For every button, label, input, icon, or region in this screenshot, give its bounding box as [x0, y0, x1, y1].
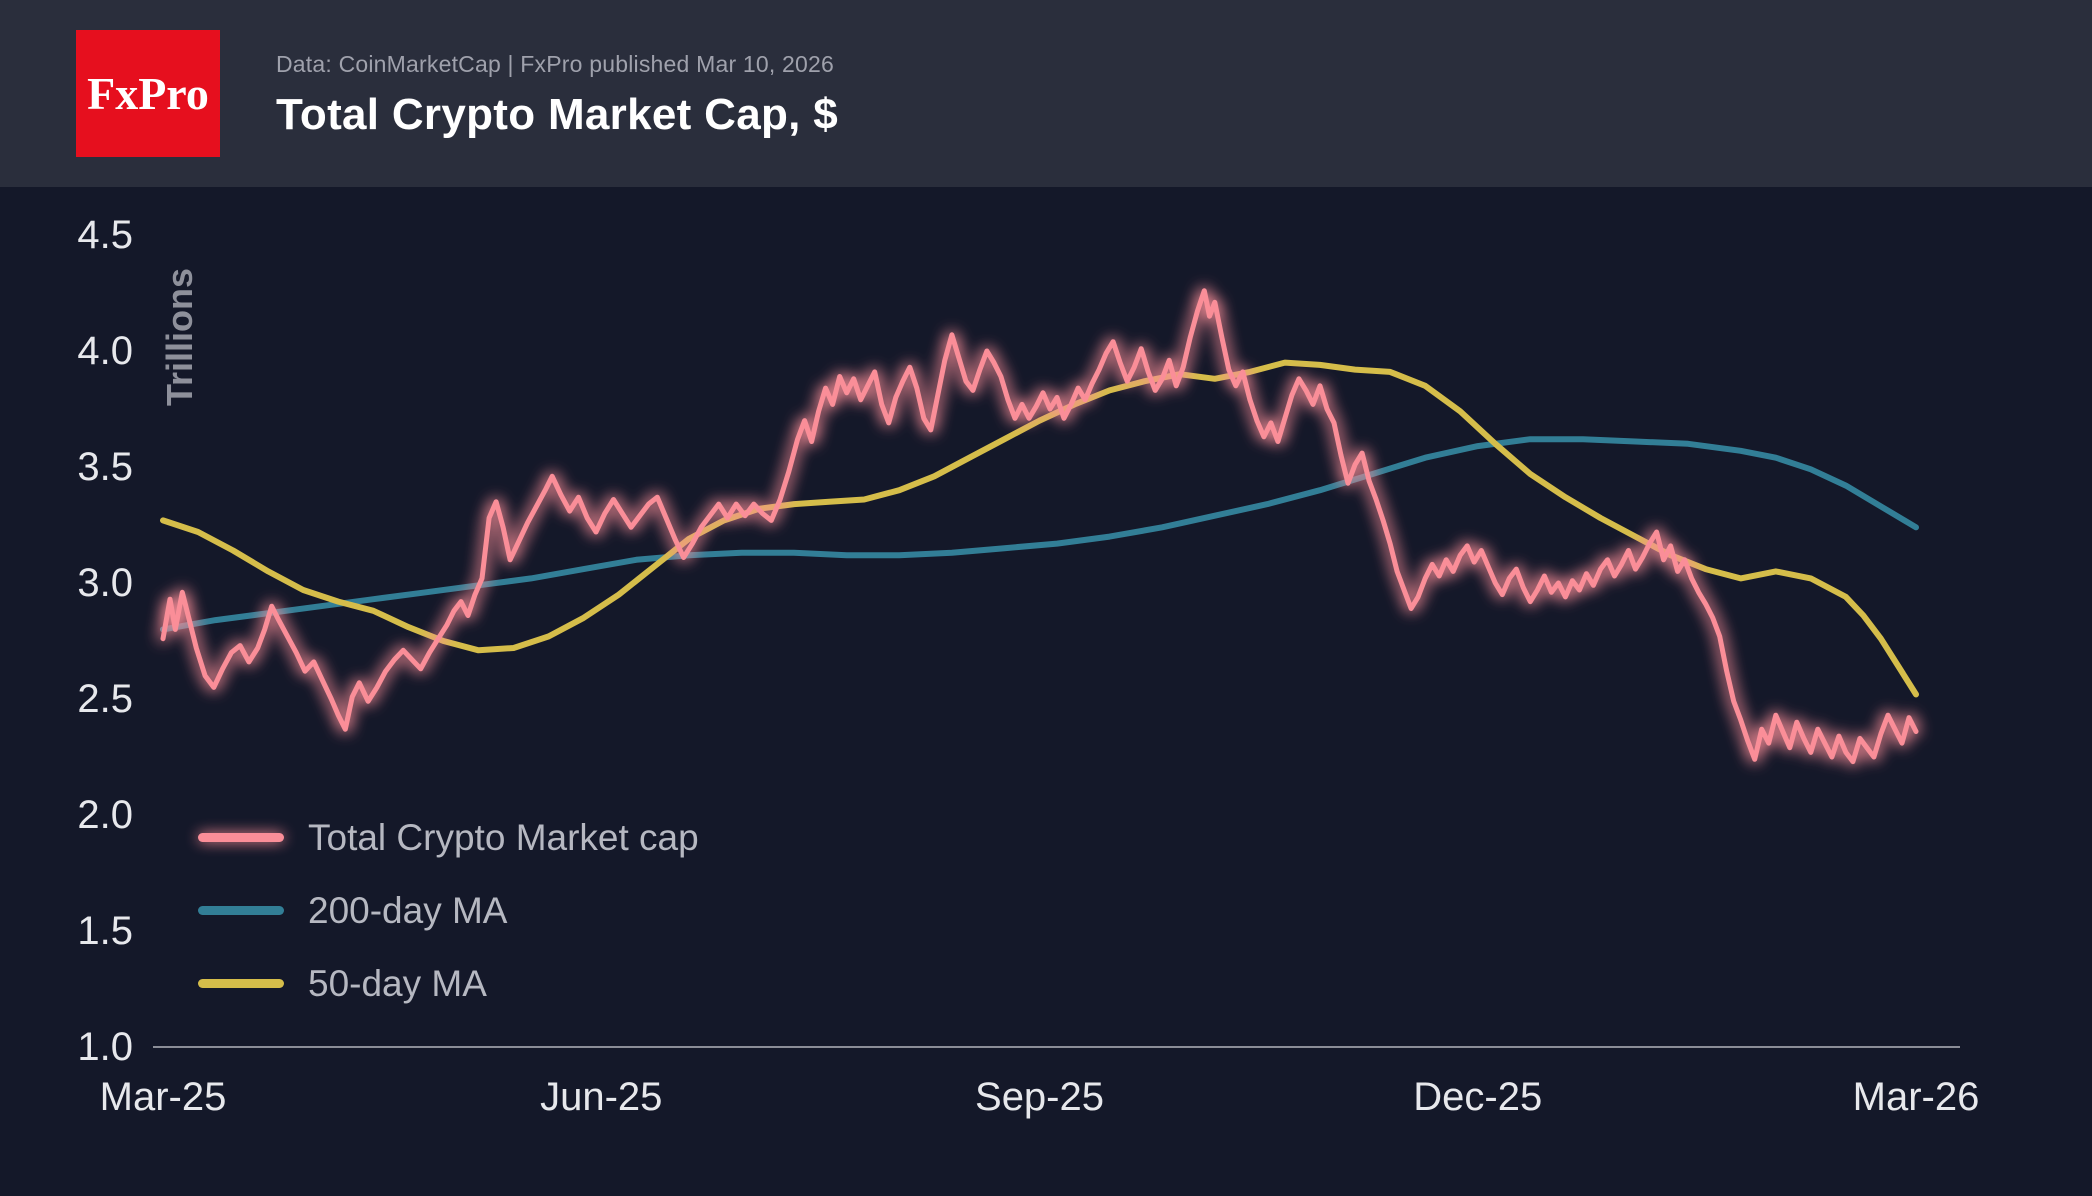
page-title: Total Crypto Market Cap, $	[276, 90, 838, 139]
y-axis-title: Trillions	[159, 267, 200, 407]
source-line: Data: CoinMarketCap | FxPro published Ma…	[276, 51, 835, 77]
y-tick-label: 1.0	[77, 1025, 133, 1069]
legend-label-ma200: 200-day MA	[308, 890, 508, 931]
legend-label-ma50: 50-day MA	[308, 963, 487, 1004]
ma200-line	[160, 436, 1919, 633]
market-cap-line	[160, 288, 1919, 765]
y-tick-label: 4.5	[77, 213, 133, 257]
header: FxPro Data: CoinMarketCap | FxPro publis…	[0, 0, 2092, 187]
header-text: Data: CoinMarketCap | FxPro published Ma…	[276, 47, 838, 140]
legend-item-ma200: 200-day MA	[198, 874, 699, 947]
chart-region: 4.5 4.0 3.5 3.0 2.5 2.0 1.5 1.0 Trillions Mar-2…	[0, 187, 2092, 1196]
x-tick-label: Mar-26	[1852, 1075, 1980, 1119]
x-tick-label: Jun-25	[540, 1075, 663, 1119]
y-tick-label: 2.0	[77, 793, 133, 837]
fxpro-logo: FxPro	[76, 30, 220, 157]
legend-item-market-cap: Total Crypto Market cap	[198, 801, 699, 874]
y-tick-label: 4.0	[77, 329, 133, 373]
x-tick-label: Dec-25	[1413, 1075, 1543, 1119]
legend-item-ma50: 50-day MA	[198, 947, 699, 1020]
fxpro-logo-text: FxPro	[87, 68, 209, 119]
y-tick-label: 2.5	[77, 677, 133, 721]
chart-canvas	[153, 288, 1960, 1048]
legend-label-market-cap: Total Crypto Market cap	[308, 817, 699, 858]
legend-swatch-ma50	[198, 979, 284, 988]
legend: Total Crypto Market cap 200-day MA 50-da…	[198, 801, 699, 1020]
x-tick-label: Mar-25	[99, 1075, 227, 1119]
legend-swatch-ma200	[198, 906, 284, 915]
y-tick-label: 3.0	[77, 561, 133, 605]
ma50-line	[160, 359, 1919, 698]
y-tick-label: 1.5	[77, 909, 133, 953]
series-layer	[160, 288, 1919, 765]
y-tick-label: 3.5	[77, 445, 133, 489]
legend-swatch-market-cap	[198, 833, 284, 842]
x-tick-label: Sep-25	[975, 1075, 1104, 1119]
